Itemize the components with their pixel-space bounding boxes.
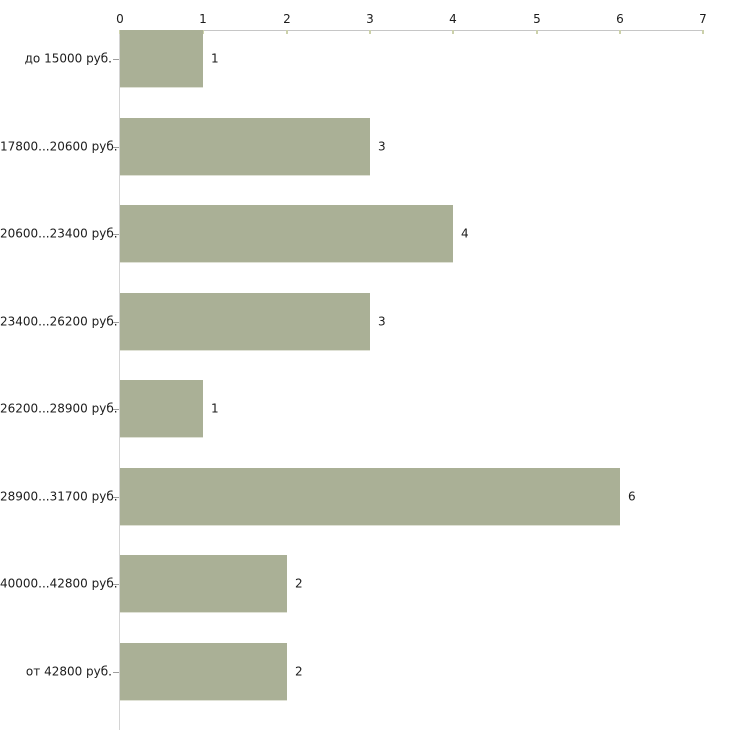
bar bbox=[120, 380, 203, 438]
x-tick-label: 6 bbox=[616, 12, 624, 26]
y-tick-mark bbox=[113, 147, 119, 148]
x-tick-label: 5 bbox=[533, 12, 541, 26]
y-tick-mark bbox=[113, 409, 119, 410]
category-label: 20600...23400 руб. bbox=[0, 226, 118, 241]
value-label: 4 bbox=[461, 226, 469, 241]
category-label: до 15000 руб. bbox=[24, 51, 112, 66]
value-label: 2 bbox=[295, 576, 303, 591]
value-label: 6 bbox=[628, 489, 636, 504]
x-tick-label: 1 bbox=[199, 12, 207, 26]
x-tick-mark bbox=[369, 30, 371, 34]
x-tick-mark bbox=[202, 30, 204, 34]
y-tick-mark bbox=[113, 234, 119, 235]
bar bbox=[120, 205, 453, 263]
bar bbox=[120, 293, 370, 351]
bar bbox=[120, 468, 620, 526]
bar bbox=[120, 555, 287, 613]
x-tick-label: 2 bbox=[283, 12, 291, 26]
value-label: 1 bbox=[211, 401, 219, 416]
value-label: 2 bbox=[295, 664, 303, 679]
x-tick-label: 4 bbox=[449, 12, 457, 26]
x-axis-line bbox=[120, 30, 703, 31]
x-tick-mark bbox=[702, 30, 704, 34]
x-tick-mark bbox=[536, 30, 538, 34]
x-tick-label: 3 bbox=[366, 12, 374, 26]
x-tick-mark bbox=[286, 30, 288, 34]
category-label: 40000...42800 руб. bbox=[0, 576, 118, 591]
x-tick-label: 0 bbox=[116, 12, 124, 26]
bar bbox=[120, 30, 203, 88]
category-label: 17800...20600 руб. bbox=[0, 139, 118, 154]
y-tick-mark bbox=[113, 59, 119, 60]
bar bbox=[120, 643, 287, 701]
category-label: 26200...28900 руб. bbox=[0, 401, 118, 416]
value-label: 3 bbox=[378, 139, 386, 154]
y-tick-mark bbox=[113, 584, 119, 585]
value-label: 3 bbox=[378, 314, 386, 329]
y-tick-mark bbox=[113, 497, 119, 498]
category-label: 28900...31700 руб. bbox=[0, 489, 118, 504]
value-label: 1 bbox=[211, 51, 219, 66]
x-tick-label: 7 bbox=[699, 12, 707, 26]
y-tick-mark bbox=[113, 322, 119, 323]
category-label: 23400...26200 руб. bbox=[0, 314, 118, 329]
x-tick-mark bbox=[452, 30, 454, 34]
y-axis-line bbox=[119, 30, 120, 730]
x-tick-mark bbox=[619, 30, 621, 34]
y-tick-mark bbox=[113, 672, 119, 673]
category-label: от 42800 руб. bbox=[25, 664, 112, 679]
bar bbox=[120, 118, 370, 176]
